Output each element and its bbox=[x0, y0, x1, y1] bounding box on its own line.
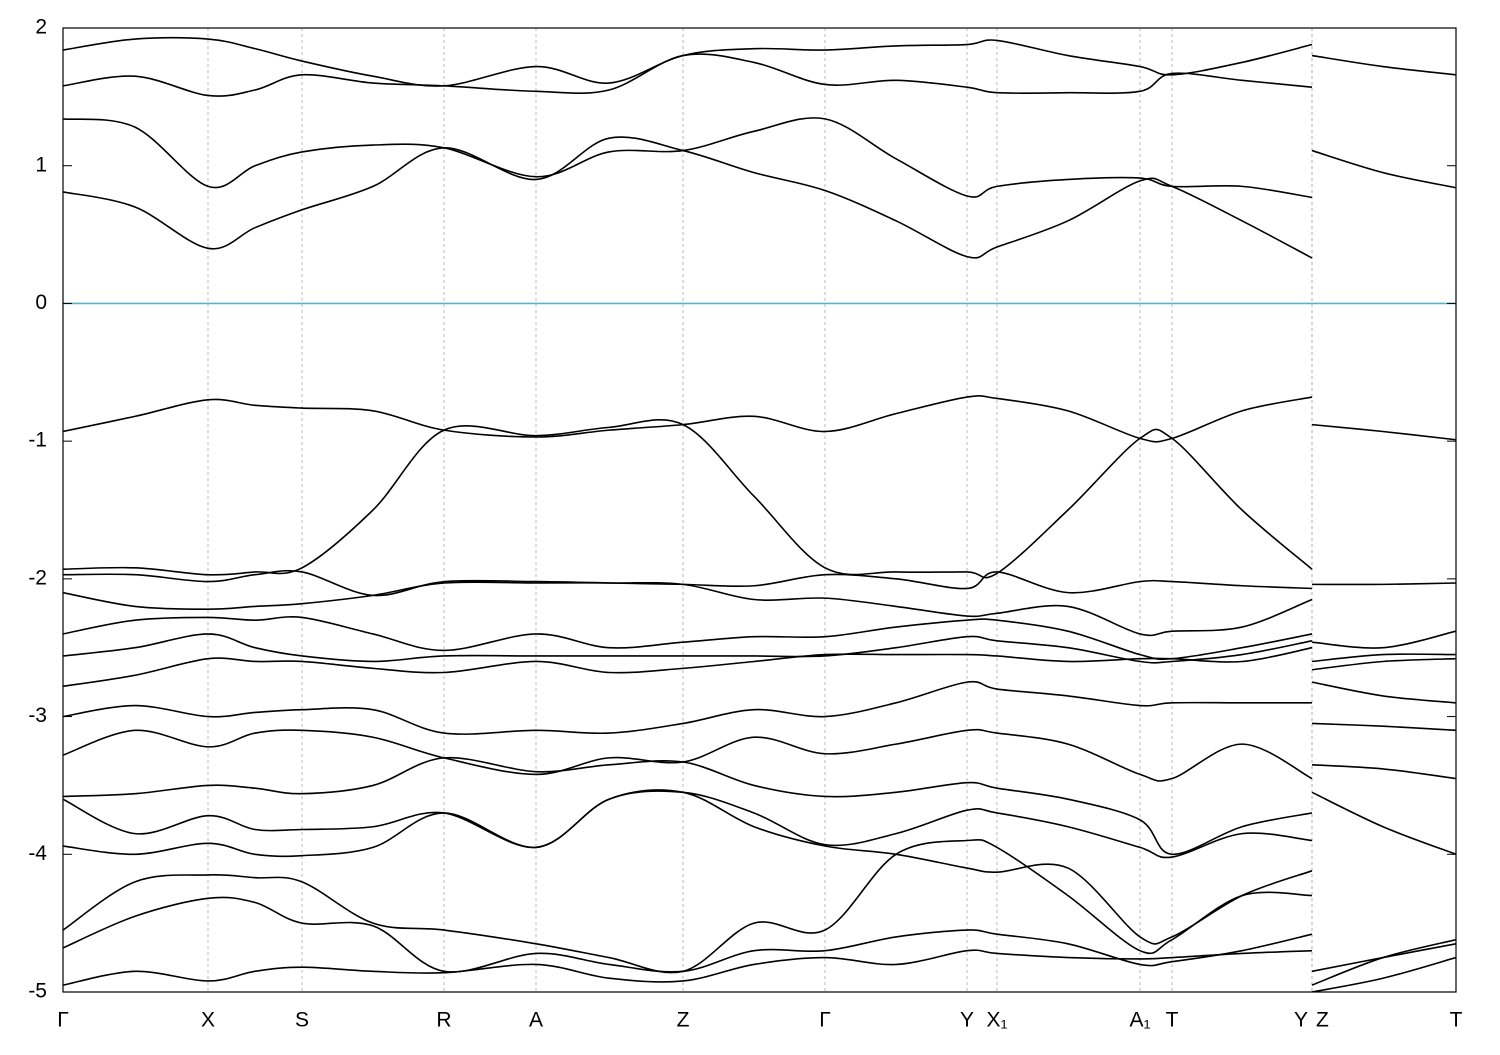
band-line bbox=[63, 790, 1313, 859]
x-tick-label: S bbox=[295, 1009, 309, 1032]
y-tick-label: -5 bbox=[28, 980, 47, 1003]
y-tick-label: -1 bbox=[28, 429, 47, 452]
x-tick-label: Z bbox=[677, 1009, 690, 1032]
band-line bbox=[63, 569, 1456, 649]
x-tick-label: A₁ bbox=[1129, 1009, 1150, 1032]
x-tick-label: T bbox=[1166, 1009, 1179, 1032]
band-line bbox=[63, 728, 1456, 782]
band-line bbox=[63, 756, 1456, 856]
y-tick-label: 2 bbox=[35, 16, 47, 39]
band-line bbox=[63, 54, 1456, 199]
x-tick-label: T bbox=[1450, 1009, 1463, 1032]
band-line bbox=[63, 581, 1313, 637]
x-tick-label: X bbox=[201, 1009, 215, 1032]
y-tick-label: -2 bbox=[28, 566, 47, 589]
y-tick-label: 1 bbox=[35, 153, 47, 176]
band-line bbox=[63, 633, 1456, 671]
x-tick-label: R bbox=[436, 1009, 451, 1032]
band-line bbox=[63, 419, 1456, 586]
band-line bbox=[63, 36, 1313, 87]
x-tick-label: X₁ bbox=[986, 1009, 1007, 1032]
band-line bbox=[63, 53, 1313, 97]
y-tick-label: 0 bbox=[35, 291, 47, 314]
x-tick-label: Γ bbox=[819, 1009, 831, 1032]
band-line bbox=[63, 646, 1456, 704]
x-tick-label: Y bbox=[1294, 1009, 1308, 1032]
band-line bbox=[63, 680, 1456, 735]
band-line bbox=[63, 616, 1456, 663]
y-tick-label: -3 bbox=[28, 704, 47, 727]
x-tick-label: Z bbox=[1316, 1009, 1329, 1032]
band-line bbox=[63, 789, 1313, 945]
plot-border bbox=[62, 27, 1457, 993]
y-tick-label: -4 bbox=[28, 842, 47, 865]
plot-area bbox=[63, 28, 1456, 992]
x-tick-label: A bbox=[529, 1009, 543, 1032]
band-line bbox=[63, 896, 1456, 986]
x-tick-label: Y bbox=[960, 1009, 974, 1032]
x-tick-label: Γ bbox=[57, 1009, 69, 1032]
band-line bbox=[63, 394, 1456, 443]
band-line bbox=[63, 949, 1456, 992]
band-line bbox=[63, 136, 1456, 259]
